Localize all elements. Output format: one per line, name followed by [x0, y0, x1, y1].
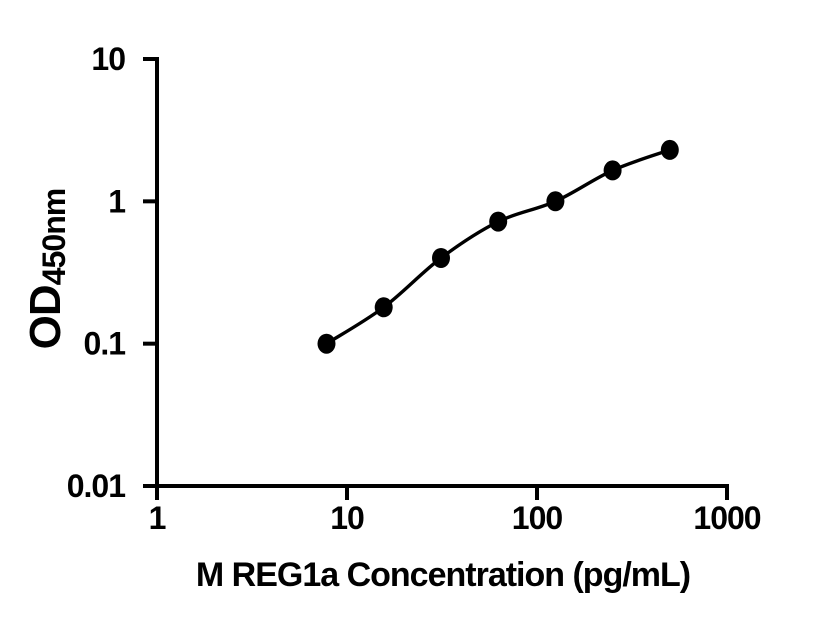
data-point — [432, 248, 450, 268]
y-axis-title-main: OD — [21, 285, 70, 350]
y-axis-tick-label: 10 — [91, 41, 125, 77]
y-axis-title-subscript: 450nm — [36, 188, 73, 286]
x-axis-title: M REG1a Concentration (pg/mL) — [195, 556, 691, 594]
y-axis-tick-label: 0.1 — [84, 326, 126, 362]
y-axis-tick-label: 0.01 — [67, 468, 125, 504]
x-axis-tick-label: 10 — [330, 500, 364, 536]
x-axis-tick-label: 100 — [512, 500, 563, 536]
x-axis-tick-label: 1000 — [693, 500, 760, 536]
data-point — [603, 160, 622, 181]
data-point — [660, 139, 679, 160]
data-point — [374, 297, 393, 318]
data-point — [317, 333, 336, 354]
axis-spines — [155, 57, 729, 488]
x-axis-tick-label: 1 — [149, 500, 166, 536]
data-point — [546, 191, 565, 212]
data-point — [489, 211, 508, 232]
y-axis-title: OD450nm — [20, 119, 72, 419]
y-axis-tick-label: 1 — [108, 183, 125, 219]
